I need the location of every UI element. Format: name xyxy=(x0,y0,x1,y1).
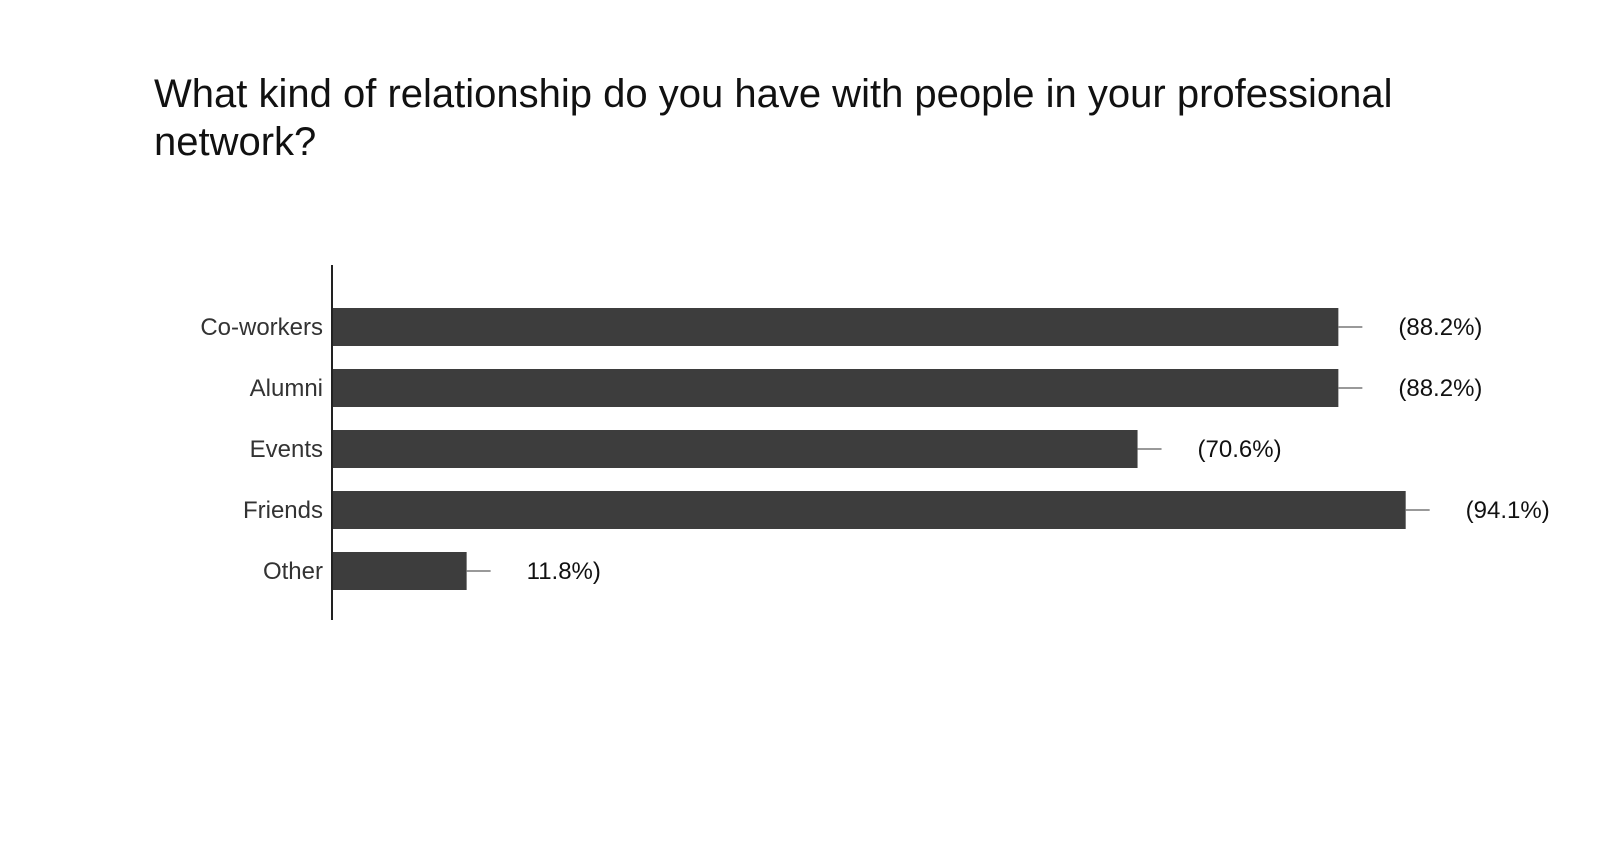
category-label-other: Other xyxy=(263,558,323,585)
data-label-events: (70.6%) xyxy=(1198,436,1282,463)
category-label-friends: Friends xyxy=(243,497,323,524)
bars-group xyxy=(332,308,1406,590)
data-label-friends: (94.1%) xyxy=(1466,497,1550,524)
bar-friends xyxy=(332,491,1406,529)
bar-co-workers xyxy=(332,308,1339,346)
bar-alumni xyxy=(332,369,1339,407)
category-label-co-workers: Co-workers xyxy=(200,314,323,341)
category-label-alumni: Alumni xyxy=(250,375,323,402)
whiskers-group xyxy=(466,326,1430,572)
data-label-other: 11.8%) xyxy=(527,558,601,585)
category-label-events: Events xyxy=(250,436,323,463)
bar-events xyxy=(332,430,1138,468)
data-label-alumni: (88.2%) xyxy=(1398,375,1482,402)
chart-title: What kind of relationship do you have wi… xyxy=(154,72,1393,164)
category-labels-group: Co-workers Alumni Events Friends Other xyxy=(200,314,323,585)
data-labels-group: (88.2%) (88.2%) (70.6%) (94.1%) 11.8%) xyxy=(527,314,1550,585)
data-label-co-workers: (88.2%) xyxy=(1398,314,1482,341)
bar-other xyxy=(332,552,467,590)
